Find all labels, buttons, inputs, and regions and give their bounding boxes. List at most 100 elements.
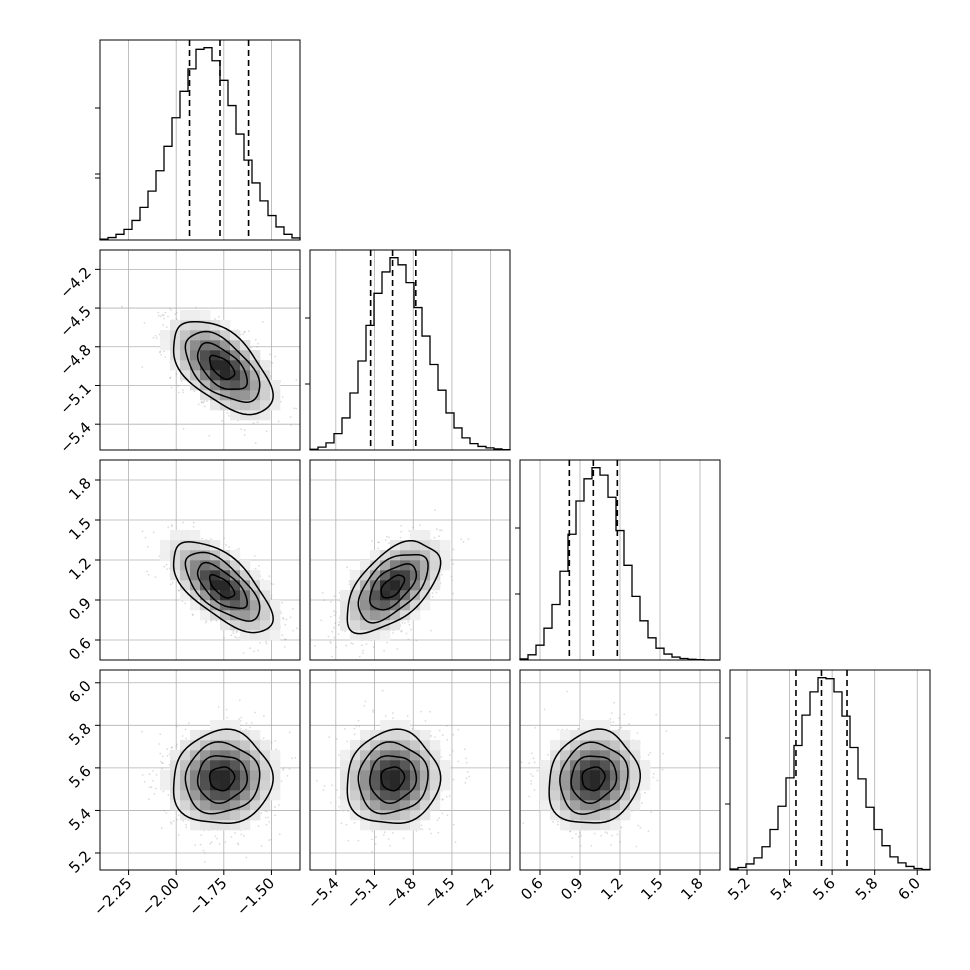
sample-point	[344, 630, 346, 633]
density-cell	[230, 370, 241, 381]
density-cell	[230, 390, 241, 401]
density-cell	[230, 380, 241, 391]
sample-point	[270, 582, 272, 585]
sample-point	[157, 311, 160, 314]
density-cell	[270, 620, 281, 631]
sample-point	[148, 798, 150, 800]
density-cell	[240, 380, 251, 391]
density-cell	[230, 340, 241, 351]
density-cell	[200, 600, 211, 611]
sample-point	[333, 614, 336, 617]
density-cell	[200, 390, 211, 401]
sample-point	[163, 565, 166, 568]
sample-point	[182, 521, 185, 524]
sample-point	[350, 642, 352, 645]
sample-point	[158, 555, 161, 558]
sample-point	[335, 646, 337, 648]
density-cell	[260, 380, 271, 391]
histogram-panel-4	[725, 669, 931, 871]
density-cell	[160, 540, 171, 551]
sample-point	[409, 628, 412, 631]
contour-line-1	[208, 354, 236, 381]
contour-line-1	[208, 574, 236, 599]
density-cell	[360, 600, 371, 611]
sample-point	[191, 613, 194, 616]
density-cell	[250, 410, 261, 421]
sample-point	[285, 618, 288, 621]
density-cell	[200, 560, 211, 571]
sample-point	[431, 592, 434, 594]
sample-point	[177, 384, 180, 387]
density-cell	[200, 590, 211, 601]
sample-point	[185, 826, 188, 829]
density-cell	[350, 570, 361, 581]
sample-point	[148, 773, 151, 776]
sample-point	[147, 573, 150, 576]
sample-point	[392, 632, 394, 634]
scatter-panel-3-2	[309, 459, 511, 661]
density-cell	[260, 610, 271, 621]
sample-point	[162, 314, 165, 317]
sample-point	[193, 390, 196, 393]
density-cell	[440, 550, 451, 561]
sample-point	[192, 614, 194, 616]
scatter-panel-3-1	[99, 459, 301, 661]
sample-point	[348, 580, 351, 582]
sample-point	[192, 526, 195, 528]
sample-point	[358, 655, 361, 658]
density-cell	[230, 550, 241, 561]
sample-point	[415, 639, 418, 642]
sample-point	[322, 599, 325, 601]
density-cell	[360, 620, 371, 631]
sample-point	[169, 376, 172, 379]
sample-point	[202, 401, 205, 404]
density-cell	[380, 550, 391, 561]
density-cell	[250, 570, 261, 581]
density-cell	[380, 610, 391, 621]
density-cell	[240, 410, 251, 421]
density-cell	[210, 330, 221, 341]
sample-point	[388, 536, 390, 539]
sample-point	[275, 748, 278, 751]
density-cell	[250, 380, 261, 391]
density-cell	[230, 350, 241, 361]
sample-point	[249, 726, 251, 729]
sample-point	[401, 630, 403, 632]
panel-frame	[729, 669, 931, 871]
sample-point	[338, 592, 341, 594]
density-cell	[420, 560, 431, 571]
density-cell	[200, 580, 211, 591]
sample-point	[292, 608, 294, 610]
density-cell	[220, 340, 231, 351]
density-cell	[370, 610, 381, 621]
density-cell	[410, 530, 421, 541]
sample-point	[265, 823, 268, 826]
density-cell	[400, 580, 411, 591]
density-cell	[440, 560, 451, 571]
sample-point	[182, 428, 185, 430]
panel-clip	[314, 509, 470, 658]
sample-point	[259, 641, 261, 644]
density-cell	[220, 580, 231, 591]
density-cell	[160, 330, 171, 341]
sample-point	[144, 536, 147, 539]
sample-point	[170, 747, 173, 749]
sample-point	[169, 377, 172, 380]
density-cell	[380, 600, 391, 611]
density-cell	[400, 610, 411, 621]
sample-point	[238, 699, 241, 702]
density-cell	[240, 560, 251, 571]
density-cell	[250, 600, 261, 611]
sample-point	[165, 326, 168, 329]
grid-lines	[539, 460, 701, 660]
density-cell	[370, 600, 381, 611]
density-cell	[240, 400, 251, 411]
sample-point	[141, 530, 144, 533]
sample-point	[295, 379, 298, 381]
sample-point	[230, 634, 233, 637]
sample-point	[467, 538, 470, 541]
density-cell	[260, 360, 271, 371]
density-cell	[380, 580, 391, 591]
sample-point	[296, 627, 298, 630]
